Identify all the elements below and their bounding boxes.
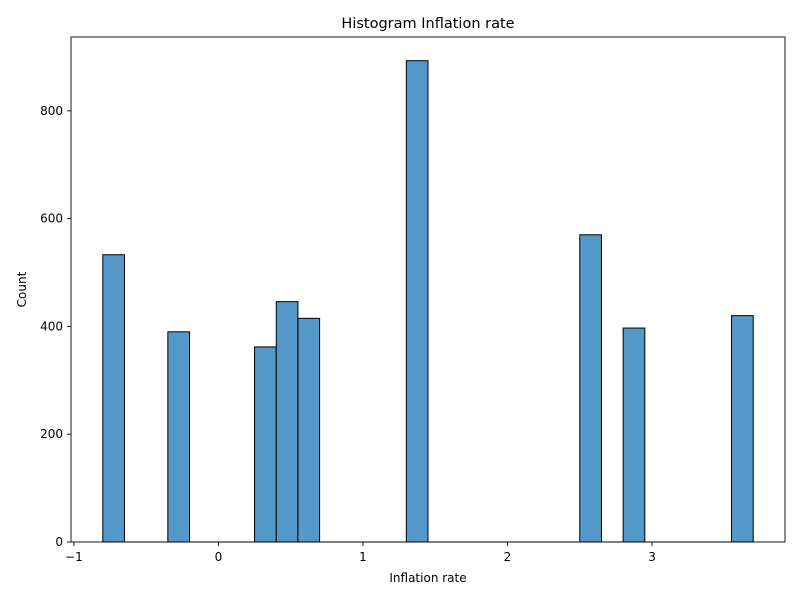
y-tick-label: 400 — [40, 319, 63, 333]
x-tick-label: 2 — [504, 550, 512, 564]
y-tick-label: 800 — [40, 104, 63, 118]
bars-layer — [102, 60, 754, 543]
histogram-bar-7 — [622, 327, 646, 543]
y-axis: 0 200 400 600 800 — [40, 104, 71, 549]
y-tick-label: 200 — [40, 427, 63, 441]
plot-frame — [70, 36, 786, 543]
y-tick-label: 0 — [55, 535, 63, 549]
y-axis-title: Count — [15, 271, 29, 307]
histogram-bar-4 — [297, 317, 321, 543]
histogram-bar-2 — [254, 346, 277, 543]
x-tick-label: 3 — [648, 550, 656, 564]
x-axis: −1 0 1 2 3 — [65, 542, 656, 564]
x-tick-label: 0 — [215, 550, 223, 564]
histogram-bar-8 — [731, 315, 754, 543]
x-tick-label: −1 — [65, 550, 83, 564]
histogram-bar-1 — [167, 331, 191, 543]
chart-title: Histogram Inflation rate — [341, 16, 514, 32]
x-tick-label: 1 — [359, 550, 367, 564]
y-tick-label: 600 — [40, 212, 63, 226]
histogram-bar-5 — [405, 60, 429, 543]
histogram-bar-6 — [579, 234, 602, 543]
histogram-bar-3 — [275, 301, 299, 543]
x-axis-title: Inflation rate — [389, 571, 466, 585]
histogram-bar-0 — [102, 254, 125, 543]
